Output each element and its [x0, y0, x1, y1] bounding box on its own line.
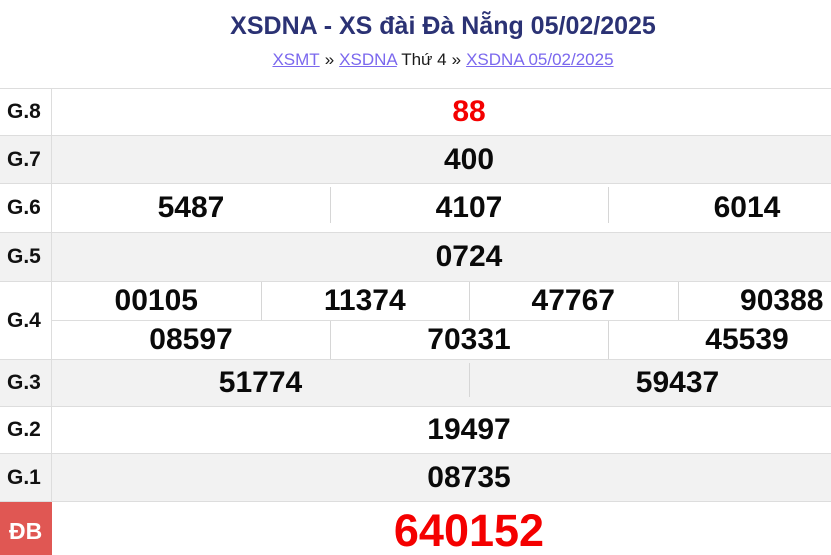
- prize-number-g5: 0724: [435, 240, 503, 273]
- breadcrumb-link-xsdna[interactable]: XSDNA: [339, 50, 397, 69]
- prize-number-g7: 400: [443, 142, 495, 176]
- prize-label-g2: G.2: [0, 407, 52, 453]
- prize-number-g4-2: 11374: [260, 282, 470, 320]
- header: XSDNA - XS đài Đà Nẵng 05/02/2025 XSMT» X…: [0, 0, 831, 88]
- table-row-g4: G.4 00105 11374 47767 90388 08597 70331 …: [0, 282, 831, 360]
- prize-number-g4-6: 70331: [330, 321, 608, 359]
- table-row-g7: G.7 400: [0, 136, 831, 184]
- table-row-g6: G.6 5487 4107 6014: [0, 184, 831, 233]
- prize-label-g8: G.8: [0, 89, 52, 135]
- prize-label-g6: G.6: [0, 184, 52, 232]
- breadcrumb-link-xsmt[interactable]: XSMT: [272, 50, 320, 69]
- breadcrumb-separator: »: [451, 50, 462, 69]
- breadcrumb: XSMT» XSDNA Thứ 4» XSDNA 05/02/2025: [0, 50, 831, 70]
- prize-number-g6-1: 5487: [157, 191, 225, 224]
- prize-number-g1: 08735: [427, 460, 511, 494]
- prize-label-g3: G.3: [0, 360, 52, 406]
- prize-label-g7: G.7: [0, 136, 52, 183]
- prize-number-g3-1: 51774: [218, 366, 303, 399]
- breadcrumb-weekday: Thứ 4: [401, 50, 447, 69]
- breadcrumb-separator: »: [324, 50, 335, 69]
- prize-number-g4-3: 47767: [469, 282, 678, 320]
- prize-number-g6-3: 6014: [608, 184, 831, 232]
- prize-label-g5: G.5: [0, 233, 52, 281]
- table-row-g5: G.5 0724: [0, 233, 831, 282]
- prize-number-g2: 19497: [427, 413, 511, 446]
- prize-number-g4-4: 90388: [677, 282, 831, 320]
- g4-subrow-bottom: 08597 70331 45539: [52, 321, 831, 359]
- results-table: G.8 88 G.7 400 G.6 5487 4107 6014: [0, 88, 831, 555]
- prize-number-g4-7: 45539: [608, 321, 831, 359]
- prize-label-g4: G.4: [0, 282, 52, 359]
- prize-number-g3-2: 59437: [469, 360, 831, 406]
- prize-number-g4-1: 00105: [114, 284, 198, 317]
- prize-label-g1: G.1: [0, 454, 52, 501]
- prize-label-db: ĐB: [0, 502, 52, 555]
- page-title: XSDNA - XS đài Đà Nẵng 05/02/2025: [230, 12, 656, 40]
- prize-number-g6-2: 4107: [330, 184, 608, 232]
- prize-number-g4-5: 08597: [149, 323, 233, 356]
- breadcrumb-link-draw-date[interactable]: XSDNA 05/02/2025: [466, 50, 614, 69]
- table-row-g1: G.1 08735: [0, 454, 831, 502]
- prize-number-g8: 88: [452, 95, 486, 128]
- table-row-special-prize: ĐB 640152: [0, 502, 831, 555]
- table-row-g8: G.8 88: [0, 89, 831, 136]
- table-row-g3: G.3 51774 59437: [0, 360, 831, 407]
- prize-number-db: 640152: [393, 505, 545, 555]
- g4-subrow-top: 00105 11374 47767 90388: [52, 282, 831, 321]
- table-row-g2: G.2 19497: [0, 407, 831, 454]
